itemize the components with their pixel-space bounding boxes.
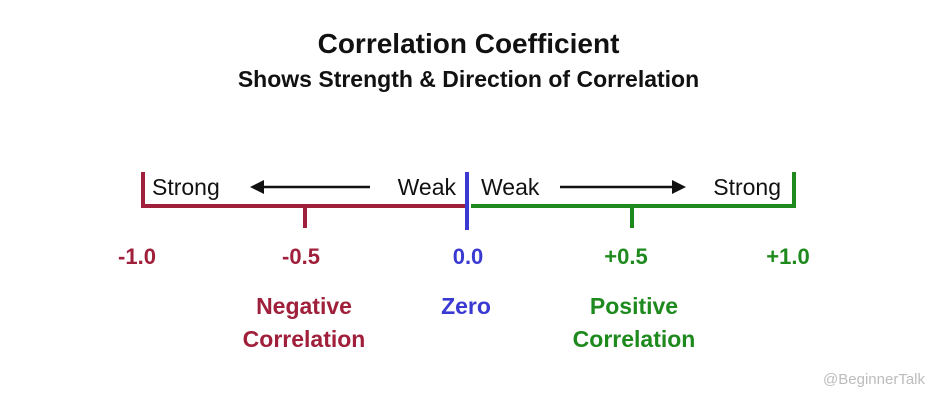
left-arrowhead-icon — [250, 180, 264, 194]
positive-region-line2: Correlation — [573, 326, 696, 352]
diagram-subtitle: Shows Strength & Direction of Correlatio… — [237, 66, 700, 92]
tick-label-neg-1: -1.0 — [118, 244, 156, 269]
tick-label-pos-1: +1.0 — [766, 244, 809, 269]
right-arrowhead-icon — [672, 180, 686, 194]
diagram-title: Correlation Coefficient — [317, 28, 620, 59]
watermark: @BeginnerTalk — [823, 371, 925, 388]
positive-region-line1: Positive — [590, 293, 678, 319]
zero-region-label: Zero — [441, 293, 491, 319]
negative-region-line1: Negative — [256, 293, 352, 319]
watermark-text: @BeginnerTalk — [823, 371, 925, 388]
negative-strong-label: Strong — [152, 174, 220, 200]
tick-label-zero: 0.0 — [453, 244, 484, 269]
tick-label-neg-05: -0.5 — [282, 244, 320, 269]
positive-weak-label: Weak — [481, 174, 540, 200]
tick-label-pos-05: +0.5 — [604, 244, 647, 269]
negative-weak-label: Weak — [398, 174, 457, 200]
positive-strong-label: Strong — [713, 174, 781, 200]
negative-region-line2: Correlation — [243, 326, 366, 352]
